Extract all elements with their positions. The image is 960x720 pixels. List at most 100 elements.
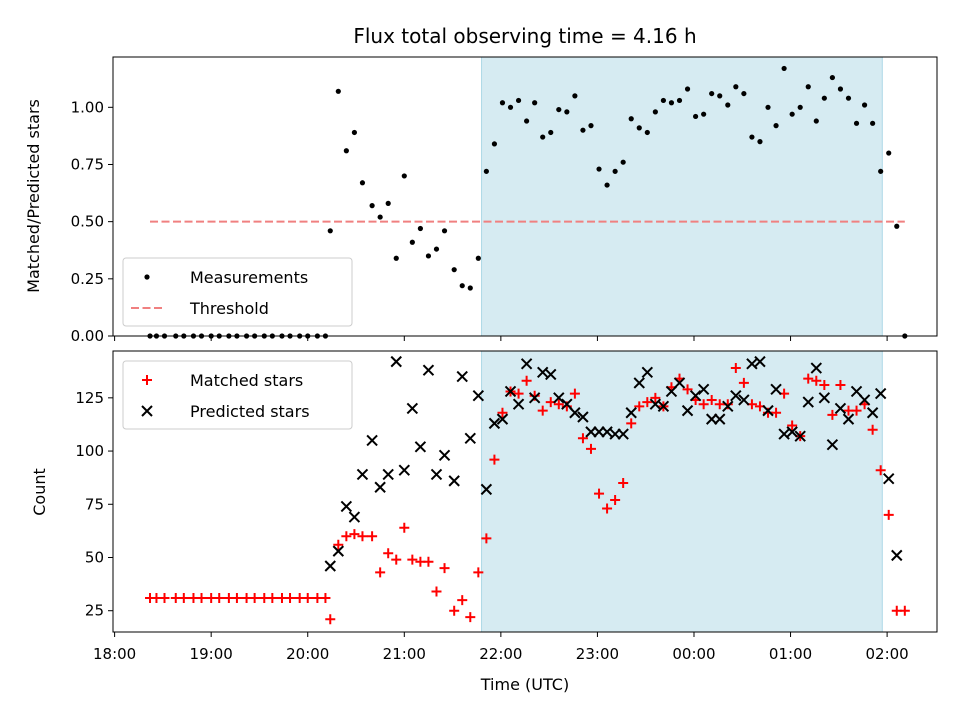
predicted-stars-point	[545, 368, 557, 381]
predicted-stars-point	[332, 545, 345, 557]
measurements-point	[628, 116, 634, 122]
bottom-y-tick-label: 50	[85, 548, 104, 566]
predicted-stars-point	[794, 430, 806, 442]
measurements-point	[749, 134, 755, 140]
top-axes-frame	[112, 56, 938, 337]
predicted-stars-point	[826, 438, 839, 451]
predicted-stars-point	[448, 475, 460, 487]
bottom-panel: 25 50 75 100 125 18:00 19:00 20:00 21:00 22:00 23:…	[75, 350, 938, 663]
bottom-legend: Matched stars Predicted stars	[122, 360, 353, 430]
predicted-stars-point	[722, 400, 734, 413]
matched-stars-point	[178, 592, 189, 603]
matched-stars-point	[642, 397, 653, 408]
predicted-stars-point	[528, 392, 541, 404]
measurements-point	[604, 182, 610, 188]
measurements-legend-marker	[144, 274, 150, 280]
measurements-point	[821, 95, 827, 101]
measurements-point	[894, 223, 900, 229]
predicted-stars-point	[866, 407, 879, 419]
matched-stars-point	[650, 392, 661, 403]
x-tick-label: 23:00	[576, 645, 619, 663]
measurements-point	[491, 141, 498, 147]
x-tick-label: 18:00	[93, 645, 136, 663]
measurements-point	[636, 125, 642, 131]
top-y-tick-label: 0.50	[71, 213, 104, 231]
matched-stars-point	[537, 405, 548, 416]
predicted-stars-legend-label: Predicted stars	[190, 402, 310, 421]
x-axis-label: Time (UTC)	[480, 675, 569, 694]
predicted-stars-point	[818, 392, 831, 404]
measurements-point	[588, 123, 594, 129]
measurements-point	[853, 120, 860, 126]
measurements-point	[741, 90, 747, 97]
predicted-stars-point	[374, 481, 386, 493]
matched-stars-point	[585, 443, 596, 454]
bottom-axes-frame	[112, 350, 938, 633]
measurements-point	[684, 86, 691, 92]
predicted-stars-point	[340, 500, 353, 513]
matched-stars-point	[399, 522, 410, 533]
predicted-stars-point	[553, 392, 565, 404]
measurements-point	[709, 90, 715, 97]
matched-stars-point	[730, 363, 741, 374]
predicted-stars-point	[786, 426, 798, 438]
top-y-tick-label: 0.00	[71, 327, 104, 345]
matched-stars-point	[803, 373, 814, 384]
matched-stars-point	[367, 531, 378, 542]
bottom-y-tick-label: 125	[75, 389, 104, 407]
matched-stars-point	[811, 375, 822, 386]
predicted-stars-legend-marker	[141, 405, 153, 417]
measurements-point	[572, 93, 578, 99]
measurements-point	[676, 97, 683, 104]
measurements-legend-label: Measurements	[190, 268, 308, 287]
measurements-point	[433, 246, 440, 252]
measurements-point	[580, 127, 586, 133]
top-panel: 0.00 0.25 0.50 0.75 1.00 Measurements Threshol…	[71, 56, 938, 345]
predicted-stars-point	[778, 428, 790, 440]
predicted-stars-point	[891, 549, 903, 562]
measurements-point	[596, 166, 602, 172]
measurements-point	[351, 129, 358, 136]
predicted-stars-point	[633, 377, 645, 389]
measurements-point	[717, 93, 723, 99]
top-legend-box	[122, 257, 353, 327]
measurements-point	[886, 150, 892, 156]
predicted-stars-point	[730, 389, 742, 402]
matched-stars-point	[819, 380, 830, 391]
predicted-stars-point	[356, 468, 369, 481]
matched-stars-point	[626, 418, 637, 429]
measurements-point	[548, 129, 554, 136]
matched-stars-point	[449, 605, 460, 616]
x-tick-label: 20:00	[286, 645, 329, 663]
measurements-point	[781, 65, 787, 72]
matched-stars-point	[602, 503, 613, 514]
predicted-stars-point	[697, 383, 710, 396]
matched-stars-legend-marker	[142, 375, 152, 385]
predicted-stars-point	[366, 434, 378, 447]
matched-stars-point	[267, 592, 278, 603]
matched-stars-point	[196, 592, 207, 603]
predicted-stars-point	[382, 468, 394, 481]
matched-stars-point	[875, 465, 886, 476]
measurements-point	[660, 97, 667, 104]
measurements-point	[401, 173, 407, 179]
matched-stars-point	[465, 612, 476, 623]
matched-stars-point	[231, 592, 242, 603]
predicted-stars-point	[601, 426, 613, 438]
measurements-point	[612, 168, 618, 174]
matched-stars-point	[349, 529, 360, 540]
predicted-stars-point	[883, 473, 895, 485]
predicted-stars-point	[810, 362, 823, 374]
matched-stars-point	[457, 595, 468, 606]
x-tick-label: 21:00	[383, 645, 426, 663]
measurements-point	[837, 86, 844, 92]
measurements-point	[861, 102, 868, 108]
predicted-stars-point	[673, 377, 686, 389]
measurements-point	[757, 139, 763, 145]
measurements-point	[475, 255, 481, 261]
predicted-stars-point	[456, 370, 468, 383]
measurements-point	[878, 168, 884, 174]
predicted-stars-point	[834, 402, 847, 415]
bottom-y-axis-label: Count	[30, 468, 49, 516]
predicted-stars-point	[488, 417, 501, 430]
